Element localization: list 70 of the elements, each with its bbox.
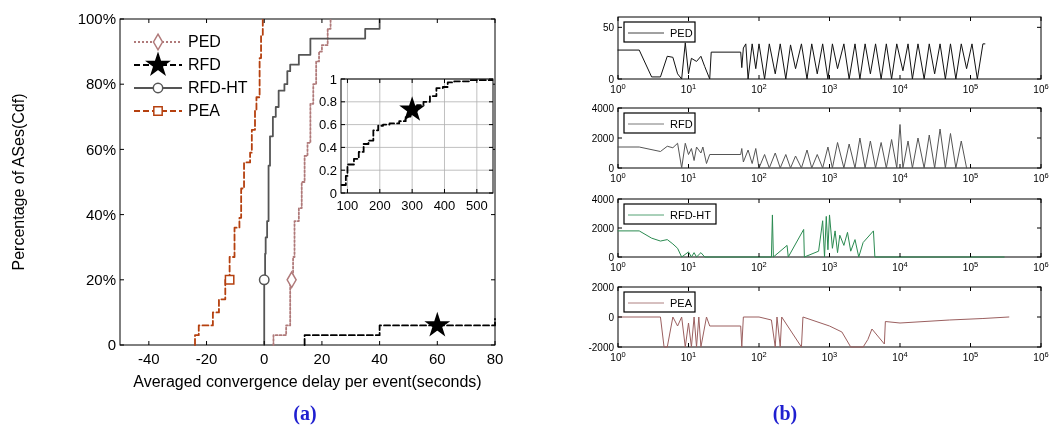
y-tick-label: 100%: [77, 10, 116, 28]
y-tick-label: 0: [608, 311, 615, 323]
x-tick-label: 10$^{5}$: [962, 349, 979, 363]
legend-label: RFD-HT: [188, 79, 248, 97]
y-tick-label: 2000: [591, 222, 615, 234]
y-tick-label: 50: [602, 21, 615, 33]
y-tick-label: 0.8: [318, 94, 337, 110]
x-tick-label: 500: [465, 198, 488, 213]
legend-label: RFD: [188, 56, 221, 74]
x-tick-label: -20: [195, 350, 218, 367]
x-tick-label: 10$^{6}$: [1033, 349, 1049, 363]
y-tick-label: 40%: [85, 205, 116, 223]
x-tick-label: 10$^{1}$: [680, 259, 697, 273]
x-tick-label: 60: [428, 350, 446, 367]
y-tick-label: 0: [608, 73, 615, 85]
y-tick-label: 0: [329, 185, 337, 201]
x-tick-label: 300: [401, 198, 423, 213]
x-tick-label: 10$^{3}$: [821, 170, 838, 184]
y-tick-label: 80%: [85, 75, 116, 93]
x-tick-label: 10$^{2}$: [751, 349, 767, 363]
x-tick-label: 10$^{3}$: [821, 259, 838, 273]
y-tick-label: -2000: [588, 341, 615, 353]
x-tick-label: 0: [260, 350, 269, 367]
x-tick-label: 100: [336, 198, 359, 213]
x-tick-label: 10$^{1}$: [680, 81, 697, 95]
x-tick-label: 10$^{1}$: [680, 349, 697, 363]
legend-label: PED: [188, 33, 221, 51]
x-tick-label: 400: [433, 198, 456, 213]
y-tick-label: 1: [329, 71, 337, 87]
x-tick-label: 10$^{6}$: [1033, 81, 1049, 95]
x-tick-label: 40: [371, 350, 388, 367]
y-tick-label: 4000: [591, 102, 615, 114]
x-tick-label: 10$^{6}$: [1033, 170, 1049, 184]
x-tick-label: 20: [313, 350, 331, 367]
y-tick-label: 0.2: [318, 162, 337, 178]
x-tick-label: 10$^{5}$: [962, 259, 979, 273]
x-tick-label: 10$^{4}$: [892, 170, 908, 184]
y-tick-label: 0: [608, 251, 615, 263]
y-tick-label: 0.6: [318, 117, 337, 133]
x-tick-label: 10$^{2}$: [751, 170, 767, 184]
y-tick-label: 4000: [591, 193, 615, 205]
y-tick-label: 60%: [85, 140, 116, 158]
x-tick-label: 10$^{2}$: [751, 259, 767, 273]
x-tick-label: 10$^{4}$: [892, 349, 908, 363]
x-tick-label: 10$^{1}$: [680, 170, 697, 184]
x-tick-label: 80: [486, 350, 504, 367]
y-tick-label: 0: [608, 162, 615, 174]
y-tick-label: 0.4: [318, 139, 337, 155]
legend-label: PEA: [670, 296, 693, 309]
legend-label: RFD: [670, 117, 693, 130]
x-tick-label: 10$^{3}$: [821, 81, 838, 95]
x-tick-label: 10$^{4}$: [892, 81, 908, 95]
x-tick-label: 10$^{3}$: [821, 349, 838, 363]
text: (b): [772, 402, 798, 425]
x-tick-label: 10$^{5}$: [962, 170, 979, 184]
y-axis-title: Percentage of ASes(Cdf): [10, 93, 27, 271]
x-axis-title: Averaged convergence delay per event(seconds): [133, 373, 482, 390]
legend-label: PEA: [188, 102, 221, 120]
x-tick-label: 10$^{6}$: [1033, 259, 1049, 273]
x-tick-label: 10$^{2}$: [751, 81, 767, 95]
text: (a): [293, 402, 317, 425]
x-tick-label: -40: [138, 350, 160, 367]
x-tick-label: 200: [368, 198, 391, 213]
y-tick-label: 2000: [591, 132, 615, 144]
legend-label: RFD-HT: [670, 208, 712, 221]
y-tick-label: 20%: [85, 271, 116, 289]
x-tick-label: 10$^{4}$: [892, 259, 908, 273]
y-tick-label: 2000: [591, 281, 615, 293]
x-tick-label: 10$^{5}$: [962, 81, 979, 95]
legend-label: PED: [670, 26, 693, 39]
